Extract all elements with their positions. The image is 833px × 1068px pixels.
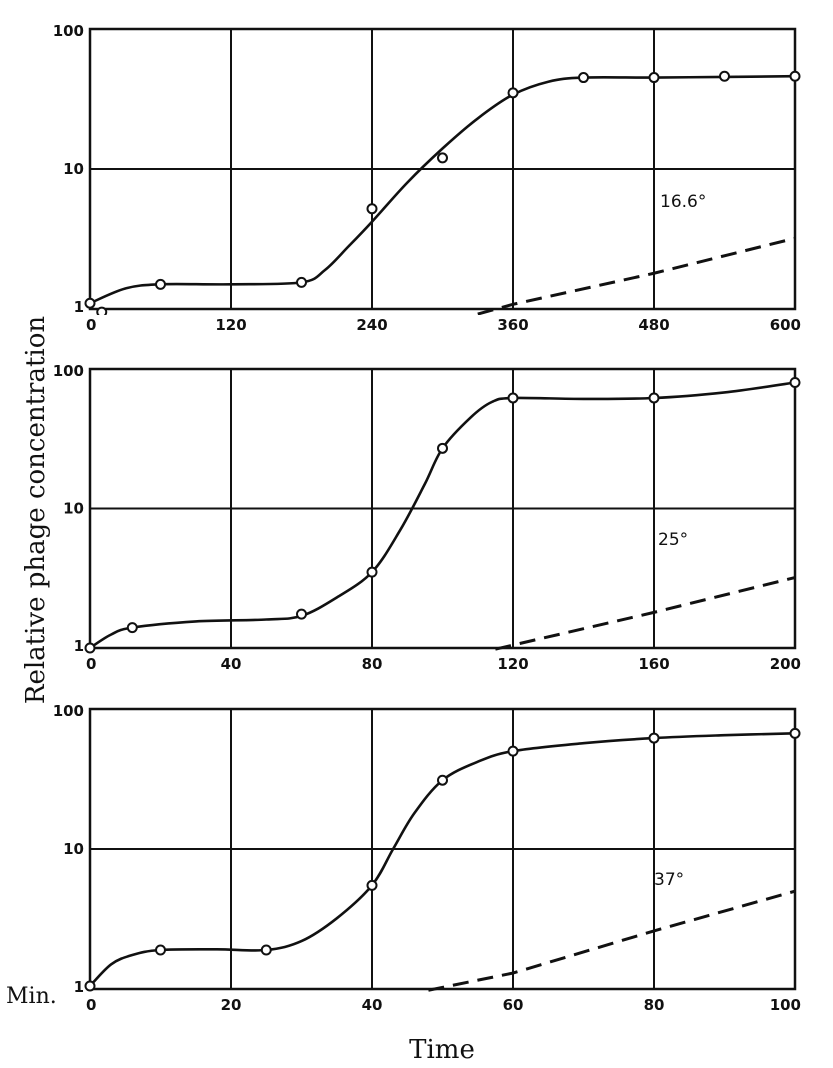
data-point-marker bbox=[789, 377, 801, 389]
data-point-marker bbox=[296, 276, 307, 288]
data-point-marker bbox=[648, 732, 660, 744]
data-point-marker bbox=[84, 980, 96, 992]
x-tick-label: 240 bbox=[356, 316, 387, 334]
x-tick-label: 100 bbox=[770, 996, 801, 1014]
plot-frame bbox=[88, 27, 797, 311]
panel-data bbox=[84, 377, 801, 654]
growth-curve-line bbox=[89, 74, 796, 305]
x-tick-label: 600 bbox=[770, 316, 801, 334]
plot-frame bbox=[88, 367, 797, 650]
panel-2: 0 40 80 120 160 200 1 10 100 25° bbox=[53, 362, 801, 673]
x-tick-label: 0 bbox=[86, 996, 96, 1014]
growth-curve-line bbox=[89, 381, 796, 650]
data-point-marker bbox=[507, 87, 519, 99]
y-tick-label: 1 bbox=[74, 978, 84, 996]
growth-curve-line bbox=[89, 732, 796, 987]
data-point-marker bbox=[96, 306, 108, 315]
data-point-marker bbox=[648, 392, 660, 404]
data-point-marker bbox=[260, 944, 272, 956]
x-tick-label: 40 bbox=[221, 655, 242, 673]
data-point-marker bbox=[84, 642, 96, 654]
data-point-marker bbox=[155, 944, 166, 956]
x-tick-label: 40 bbox=[362, 996, 383, 1014]
data-point-marker bbox=[126, 622, 138, 634]
x-tick-label: 20 bbox=[221, 996, 242, 1014]
data-point-marker bbox=[507, 392, 519, 404]
data-point-marker bbox=[789, 727, 801, 739]
data-point-marker bbox=[366, 566, 378, 578]
y-tick-label: 10 bbox=[63, 840, 84, 858]
x-tick-label: 0 bbox=[86, 316, 96, 334]
x-tick-label: 120 bbox=[215, 316, 246, 334]
x-tick-label: 0 bbox=[86, 655, 96, 673]
y-tick-label: 100 bbox=[53, 362, 84, 380]
y-tick-label: 10 bbox=[63, 160, 84, 178]
data-point-marker bbox=[437, 152, 448, 164]
data-point-marker bbox=[507, 745, 519, 757]
x-tick-label: 80 bbox=[644, 996, 665, 1014]
x-tick-label: 60 bbox=[503, 996, 524, 1014]
data-point-marker bbox=[84, 297, 96, 309]
data-point-marker bbox=[366, 879, 378, 891]
x-tick-label: 480 bbox=[638, 316, 669, 334]
y-tick-label: 100 bbox=[53, 22, 84, 40]
panel-1: 0 120 240 360 480 600 1 10 100 16.6° bbox=[53, 22, 801, 334]
x-tick-label: 200 bbox=[770, 655, 801, 673]
data-point-marker bbox=[366, 203, 378, 215]
data-point-marker bbox=[719, 70, 730, 82]
x-tick-label: 120 bbox=[497, 655, 528, 673]
data-point-marker bbox=[296, 608, 307, 620]
dashed-series-line bbox=[428, 889, 796, 992]
data-point-marker bbox=[155, 278, 166, 290]
data-point-marker bbox=[437, 442, 448, 454]
x-tick-label: 360 bbox=[497, 316, 528, 334]
temperature-label: 16.6° bbox=[660, 192, 706, 212]
data-point-marker bbox=[437, 774, 448, 786]
time-unit-label: Min. bbox=[6, 984, 57, 1009]
temperature-label: 25° bbox=[658, 530, 688, 550]
x-axis-label: Time bbox=[409, 1035, 475, 1065]
data-point-marker bbox=[648, 72, 660, 84]
data-point-marker bbox=[789, 70, 801, 82]
x-tick-label: 80 bbox=[362, 655, 383, 673]
x-tick-label: 160 bbox=[638, 655, 669, 673]
temperature-label: 37° bbox=[654, 870, 684, 890]
y-tick-label: 100 bbox=[53, 702, 84, 720]
data-point-marker bbox=[578, 72, 589, 84]
panel-data bbox=[84, 70, 801, 315]
y-tick-label: 10 bbox=[63, 500, 84, 518]
dashed-series-line bbox=[477, 236, 796, 315]
panel-data bbox=[84, 727, 801, 992]
panel-3: 0 20 40 60 80 100 1 10 100 37° bbox=[53, 702, 801, 1014]
y-tick-label: 1 bbox=[74, 637, 84, 655]
y-axis-label: Relative phage concentration bbox=[21, 316, 51, 705]
dashed-series-line bbox=[495, 576, 796, 651]
plot-frame bbox=[88, 707, 797, 991]
y-tick-label: 1 bbox=[74, 298, 84, 316]
